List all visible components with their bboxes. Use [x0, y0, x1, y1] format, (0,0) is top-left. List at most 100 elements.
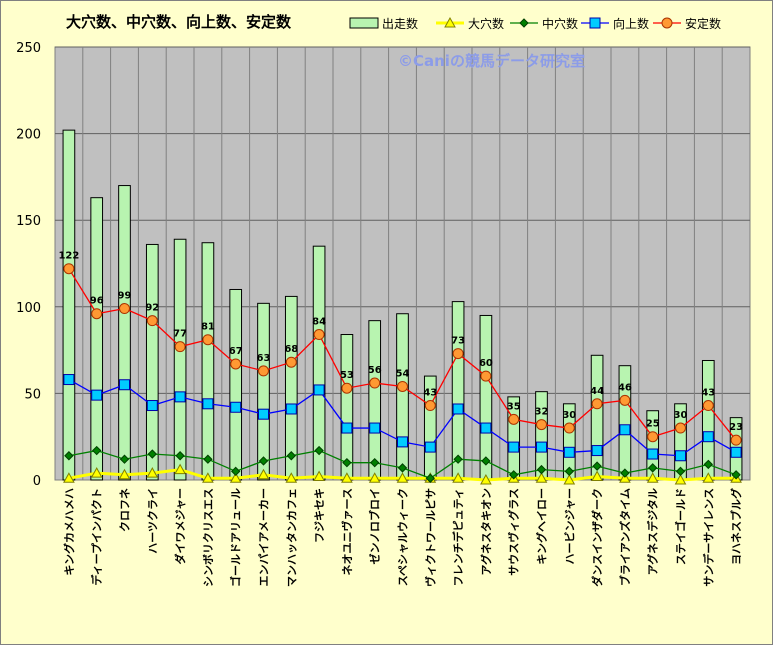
bar-出走数 — [118, 185, 131, 481]
bar-出走数 — [90, 197, 104, 481]
point-安定数 — [341, 382, 353, 394]
point-大穴数 — [229, 472, 242, 483]
point-中穴数 — [620, 468, 630, 478]
data-label: 43 — [701, 388, 715, 399]
x-tick-label: ゼンノロブロイ — [368, 488, 382, 564]
data-label: 23 — [729, 422, 743, 433]
point-安定数 — [369, 377, 381, 389]
point-大穴数 — [396, 472, 409, 483]
data-label: 68 — [284, 344, 298, 355]
point-向上数 — [202, 398, 214, 410]
point-向上数 — [730, 446, 742, 458]
point-中穴数 — [647, 463, 658, 473]
point-中穴数 — [119, 454, 130, 464]
x-tick-label: シンボリクリスエス — [201, 488, 215, 587]
point-安定数 — [563, 422, 575, 434]
point-大穴数 — [257, 468, 270, 480]
point-向上数 — [424, 441, 436, 453]
point-向上数 — [63, 374, 75, 386]
bar-出走数 — [590, 354, 604, 481]
point-安定数 — [508, 413, 520, 425]
point-安定数 — [397, 380, 408, 392]
x-tick-label: フジキセキ — [313, 488, 326, 543]
data-label: 54 — [396, 368, 410, 379]
point-安定数 — [63, 263, 75, 275]
data-label: 99 — [118, 291, 132, 302]
bar-出走数 — [173, 238, 187, 481]
bar-出走数 — [479, 314, 493, 481]
point-向上数 — [285, 403, 297, 415]
x-tick-label: キングヘイロー — [535, 488, 549, 565]
point-安定数 — [119, 303, 130, 315]
bar-出走数 — [312, 245, 326, 481]
x-tick-label: アグネスタキオン — [479, 488, 493, 575]
x-tick-label: アグネスデジタル — [646, 488, 660, 575]
x-tick-label: ダイワメジャー — [173, 488, 187, 564]
legend-label: 大穴数 — [468, 16, 504, 31]
point-大穴数 — [341, 472, 353, 483]
point-向上数 — [563, 446, 575, 458]
data-label: 63 — [257, 353, 271, 364]
point-向上数 — [119, 379, 130, 391]
point-向上数 — [508, 441, 520, 453]
point-中穴数 — [286, 451, 297, 461]
point-大穴数 — [118, 468, 131, 480]
data-label: 46 — [618, 382, 632, 393]
y-tick-label: 250 — [16, 41, 41, 56]
data-label: 77 — [173, 329, 187, 340]
point-中穴数 — [731, 470, 741, 480]
x-tick-label: ステイゴールド — [674, 488, 688, 565]
data-label: 44 — [590, 386, 604, 397]
point-安定数 — [536, 419, 547, 431]
y-tick-label: 50 — [24, 387, 41, 402]
point-大穴数 — [63, 472, 75, 483]
bar-出走数 — [62, 129, 76, 481]
data-label: 30 — [674, 410, 688, 421]
point-大穴数 — [674, 473, 687, 485]
point-大穴数 — [174, 463, 186, 475]
y-tick-label: 200 — [16, 128, 41, 143]
data-label: 32 — [535, 407, 549, 418]
legend-swatch — [349, 17, 379, 29]
point-安定数 — [452, 348, 464, 360]
point-大穴数 — [146, 467, 159, 478]
data-label: 30 — [562, 410, 576, 421]
point-安定数 — [146, 315, 158, 327]
point-中穴数 — [230, 466, 241, 477]
point-安定数 — [174, 341, 186, 353]
point-中穴数 — [675, 466, 686, 477]
data-label: 43 — [423, 388, 437, 399]
x-tick-label: ヴィクトワールピサ — [423, 488, 437, 587]
point-大穴数 — [368, 472, 381, 483]
point-安定数 — [480, 370, 492, 382]
bar-出走数 — [396, 313, 409, 481]
point-向上数 — [702, 431, 714, 443]
point-大穴数 — [313, 470, 325, 482]
point-向上数 — [146, 400, 158, 412]
point-安定数 — [730, 434, 742, 446]
data-label: 56 — [368, 365, 382, 376]
point-中穴数 — [397, 463, 408, 473]
point-安定数 — [313, 329, 325, 341]
chart-title: 大穴数、中穴数、向上数、安定数 — [66, 13, 292, 31]
data-label: 60 — [479, 358, 493, 369]
point-安定数 — [619, 394, 631, 406]
point-大穴数 — [90, 467, 103, 478]
point-中穴数 — [203, 454, 213, 464]
point-大穴数 — [535, 472, 548, 483]
point-大穴数 — [480, 473, 492, 485]
x-tick-label: クロフネ — [119, 488, 132, 532]
x-tick-label: ヨハネスブルグ — [729, 488, 743, 565]
point-安定数 — [285, 356, 297, 368]
x-tick-label: マンハッタンカフェ — [285, 488, 298, 587]
bar-出走数 — [229, 288, 243, 481]
point-中穴数 — [564, 466, 575, 477]
point-中穴数 — [536, 464, 547, 475]
legend-item: 安定数 — [653, 16, 721, 31]
point-中穴数 — [258, 456, 269, 466]
bar-出走数 — [257, 302, 270, 481]
x-tick-label: スペシャルウィーク — [397, 488, 410, 586]
point-中穴数 — [91, 445, 102, 456]
legend-marker — [519, 18, 529, 28]
